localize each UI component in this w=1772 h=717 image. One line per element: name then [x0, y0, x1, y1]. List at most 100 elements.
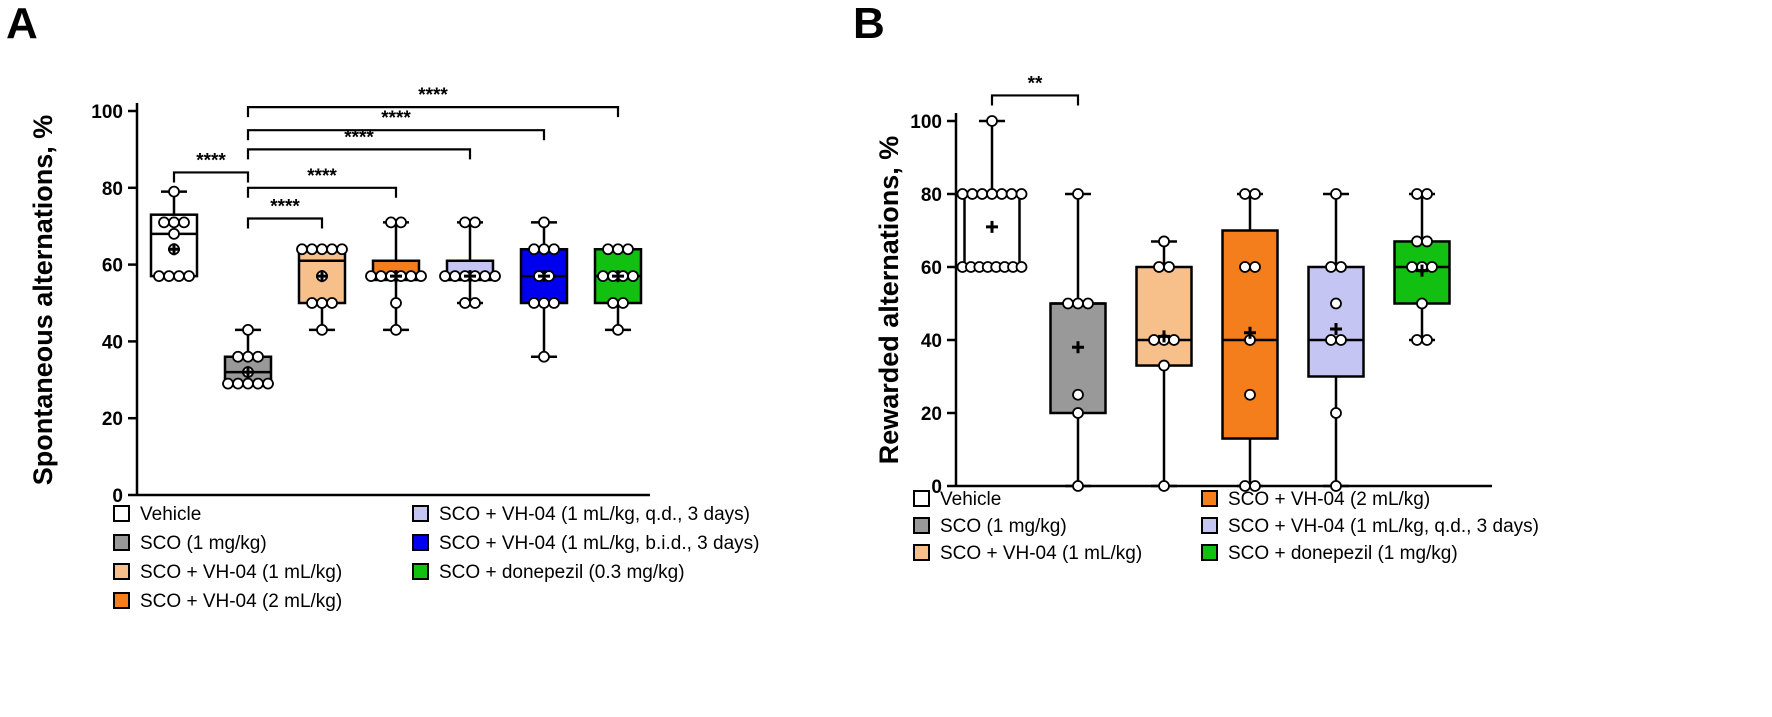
panel-a-data-point [390, 297, 402, 309]
panel-b-data-point [1153, 261, 1165, 273]
panel-b-box [1135, 265, 1193, 367]
panel-a-data-point [316, 323, 328, 336]
panel-b-box-group [1307, 188, 1365, 492]
panel-b-data-point [1330, 480, 1342, 492]
panel-b-data-point [1416, 297, 1428, 310]
panel-a-data-point [469, 216, 481, 229]
panel-a-significance-label: **** [196, 150, 226, 171]
panel-a-data-point [163, 270, 175, 283]
panel-b-significance-bracket: ** [990, 73, 1080, 106]
panel-b-data-point [1421, 334, 1433, 346]
panel-a-box-group [519, 216, 569, 363]
panel-a-mean-marker [242, 366, 254, 379]
panel-a-data-point [439, 270, 451, 283]
panel-a-significance-label: **** [418, 85, 448, 106]
panel-b-legend-item: SCO + VH-04 (2 mL/kg) [1201, 489, 1430, 510]
panel-b-data-point [1249, 188, 1261, 200]
panel-b-y-tick-label: 0 [931, 477, 942, 498]
panel-a-legend-swatch [412, 563, 429, 580]
panel-b-data-point [1072, 188, 1084, 200]
panel-b-data-point [976, 188, 989, 200]
panel-b-data-point [1168, 334, 1180, 346]
panel-a-data-point [168, 227, 180, 240]
panel-b-mean-marker [1330, 323, 1342, 336]
panel-b-legend-swatch [913, 544, 930, 561]
panel-b-data-point [995, 188, 1008, 200]
panel-b-significance-label: ** [1028, 73, 1043, 94]
panel-a-data-point [627, 270, 639, 283]
panel-a-chart: 0 20 40 60 80 100 Spontaneous alternations, % *… [28, 85, 760, 612]
panel-a-mean-marker [464, 270, 476, 283]
panel-a-significance-label: **** [270, 197, 300, 218]
panel-a-bracket-line [246, 217, 324, 229]
panel-b-data-point [1158, 359, 1170, 372]
panel-a-box-group [593, 243, 643, 336]
panel-a-box-group [222, 323, 274, 390]
panel-a-significance-bracket: **** [246, 166, 398, 198]
panel-a-data-point [168, 216, 180, 229]
panel-a-data-point [385, 216, 397, 229]
panel-a-data-point [242, 350, 254, 363]
panel-b-y-tick-label: 100 [910, 112, 942, 133]
panel-b-legend-item: SCO + donepezil (1 mg/kg) [1201, 543, 1458, 564]
panel-a-box-group [365, 216, 427, 336]
panel-a-data-point [173, 270, 185, 283]
panel-b-mean-marker [986, 220, 998, 233]
panel-b-data-point [1239, 261, 1251, 273]
panel-a-data-point [548, 297, 560, 309]
panel-a-legend-swatch [113, 505, 130, 522]
panel-b-mean-marker [1072, 341, 1084, 354]
panel-a-legend-label: Vehicle [140, 504, 201, 525]
panel-b-box-group [956, 115, 1028, 273]
panel-a-bracket-line [172, 171, 250, 183]
panel-a-box-group [149, 185, 199, 283]
panel-b-box-group [1049, 188, 1107, 492]
panel-a-data-point [183, 270, 195, 283]
panel-a-data-point [548, 243, 560, 256]
panel-b-legend-item: Vehicle [913, 489, 1001, 510]
panel-b-data-point [1005, 188, 1018, 200]
panel-b-data-point [1244, 388, 1256, 401]
panel-a-data-point [232, 377, 244, 390]
panel-a-bracket-line [246, 148, 472, 160]
panel-a-legend-item: SCO (1 mg/kg) [113, 533, 267, 554]
panel-b-legend-item: SCO + VH-04 (1 mL/kg, q.d., 3 days) [1201, 516, 1539, 537]
panel-a-y-tick-label: 0 [112, 486, 123, 507]
panel-a-data-point [158, 216, 170, 229]
panel-a-data-point [296, 243, 308, 256]
panel-a-data-point [326, 243, 338, 256]
panel-b-data-point [1335, 334, 1347, 346]
panel-b-data-point [1249, 261, 1261, 273]
panel-a-data-point [538, 350, 550, 363]
panel-a-legend-swatch [412, 534, 429, 551]
panel-a-significance-label: **** [381, 108, 411, 129]
panel-b-chart: 0 20 40 60 80 100 Rewarded alternations, % ** Ve… [874, 73, 1539, 564]
panel-b-data-point [1015, 188, 1028, 200]
panel-a-legend-swatch [113, 592, 130, 609]
panel-b-data-point [986, 188, 998, 200]
panel-b-data-point [1411, 188, 1423, 200]
panel-a-data-point [479, 270, 491, 283]
panel-a-y-tick-label: 20 [102, 409, 123, 430]
panel-a-data-point [538, 243, 550, 256]
panel-b-legend-item: SCO (1 mg/kg) [913, 516, 1067, 537]
panel-b-data-point [1163, 261, 1175, 273]
panel-a-mean-marker [390, 270, 402, 283]
panel-a-mean-marker [538, 270, 550, 283]
panel-b-legend-label: SCO + VH-04 (2 mL/kg) [1228, 489, 1430, 510]
panel-b-legend-label: SCO + VH-04 (1 mL/kg, q.d., 3 days) [1228, 516, 1539, 537]
panel-b-data-point [1072, 388, 1084, 401]
panel-a-y-tick-label: 40 [102, 332, 123, 353]
panel-a-data-point [607, 297, 619, 309]
panel-a-significance-bracket: **** [246, 85, 620, 118]
panel-a-data-point [252, 350, 264, 363]
panel-a-y-axis-label: Spontaneous alternations, % [28, 115, 58, 486]
panel-a-data-point [489, 270, 501, 283]
panel-b-y-tick-label: 60 [921, 258, 942, 279]
panel-a-significance-bracket: **** [246, 108, 546, 141]
panel-b-legend-swatch [1201, 490, 1218, 507]
panel-a-data-point [306, 297, 318, 309]
panel-b-data-point [966, 188, 979, 200]
panel-a-legend-label: SCO + VH-04 (1 mL/kg, q.d., 3 days) [439, 504, 750, 525]
panel-a-legend-item: SCO + VH-04 (1 mL/kg) [113, 562, 342, 583]
